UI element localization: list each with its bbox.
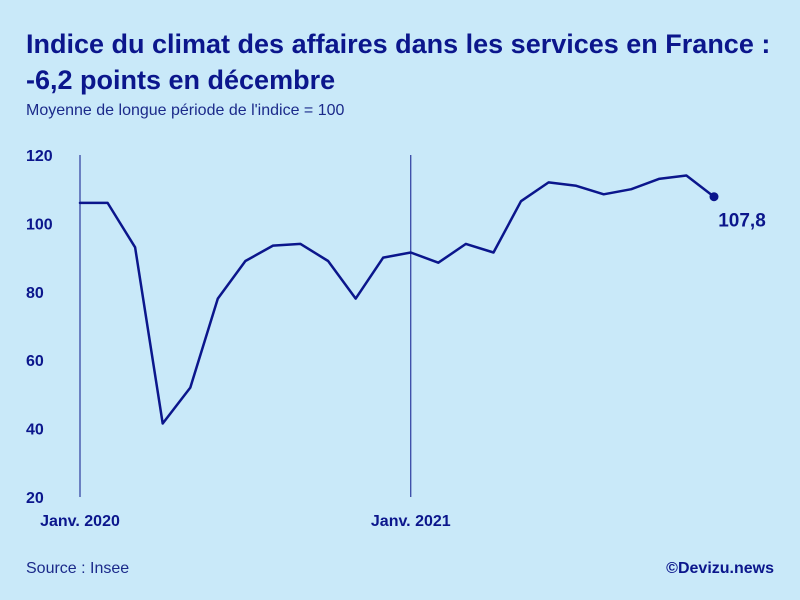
y-tick-label: 60 — [26, 353, 44, 370]
chart-subtitle: Moyenne de longue période de l'indice = … — [26, 102, 345, 119]
y-tick-label: 40 — [26, 422, 44, 439]
chart-title: Indice du climat des affaires dans les s… — [26, 29, 771, 95]
y-tick-label: 20 — [26, 490, 44, 507]
y-tick-label: 80 — [26, 285, 44, 302]
end-value-label: 107,8 — [718, 211, 766, 232]
source-note: Source : Insee — [26, 560, 130, 577]
y-tick-label: 120 — [26, 148, 53, 165]
y-axis: 20 40 60 80 100 120 — [26, 148, 53, 507]
y-tick-label: 100 — [26, 216, 53, 233]
last-point-marker — [709, 192, 719, 202]
x-tick-label: Janv. 2020 — [40, 513, 120, 530]
series-line — [78, 174, 716, 425]
x-axis: Janv. 2020 Janv. 2021 — [40, 155, 451, 530]
brand-credit: ©Devizu.news — [666, 560, 774, 577]
x-tick-label: Janv. 2021 — [371, 513, 451, 530]
series-layer: 107,8 — [78, 174, 766, 425]
